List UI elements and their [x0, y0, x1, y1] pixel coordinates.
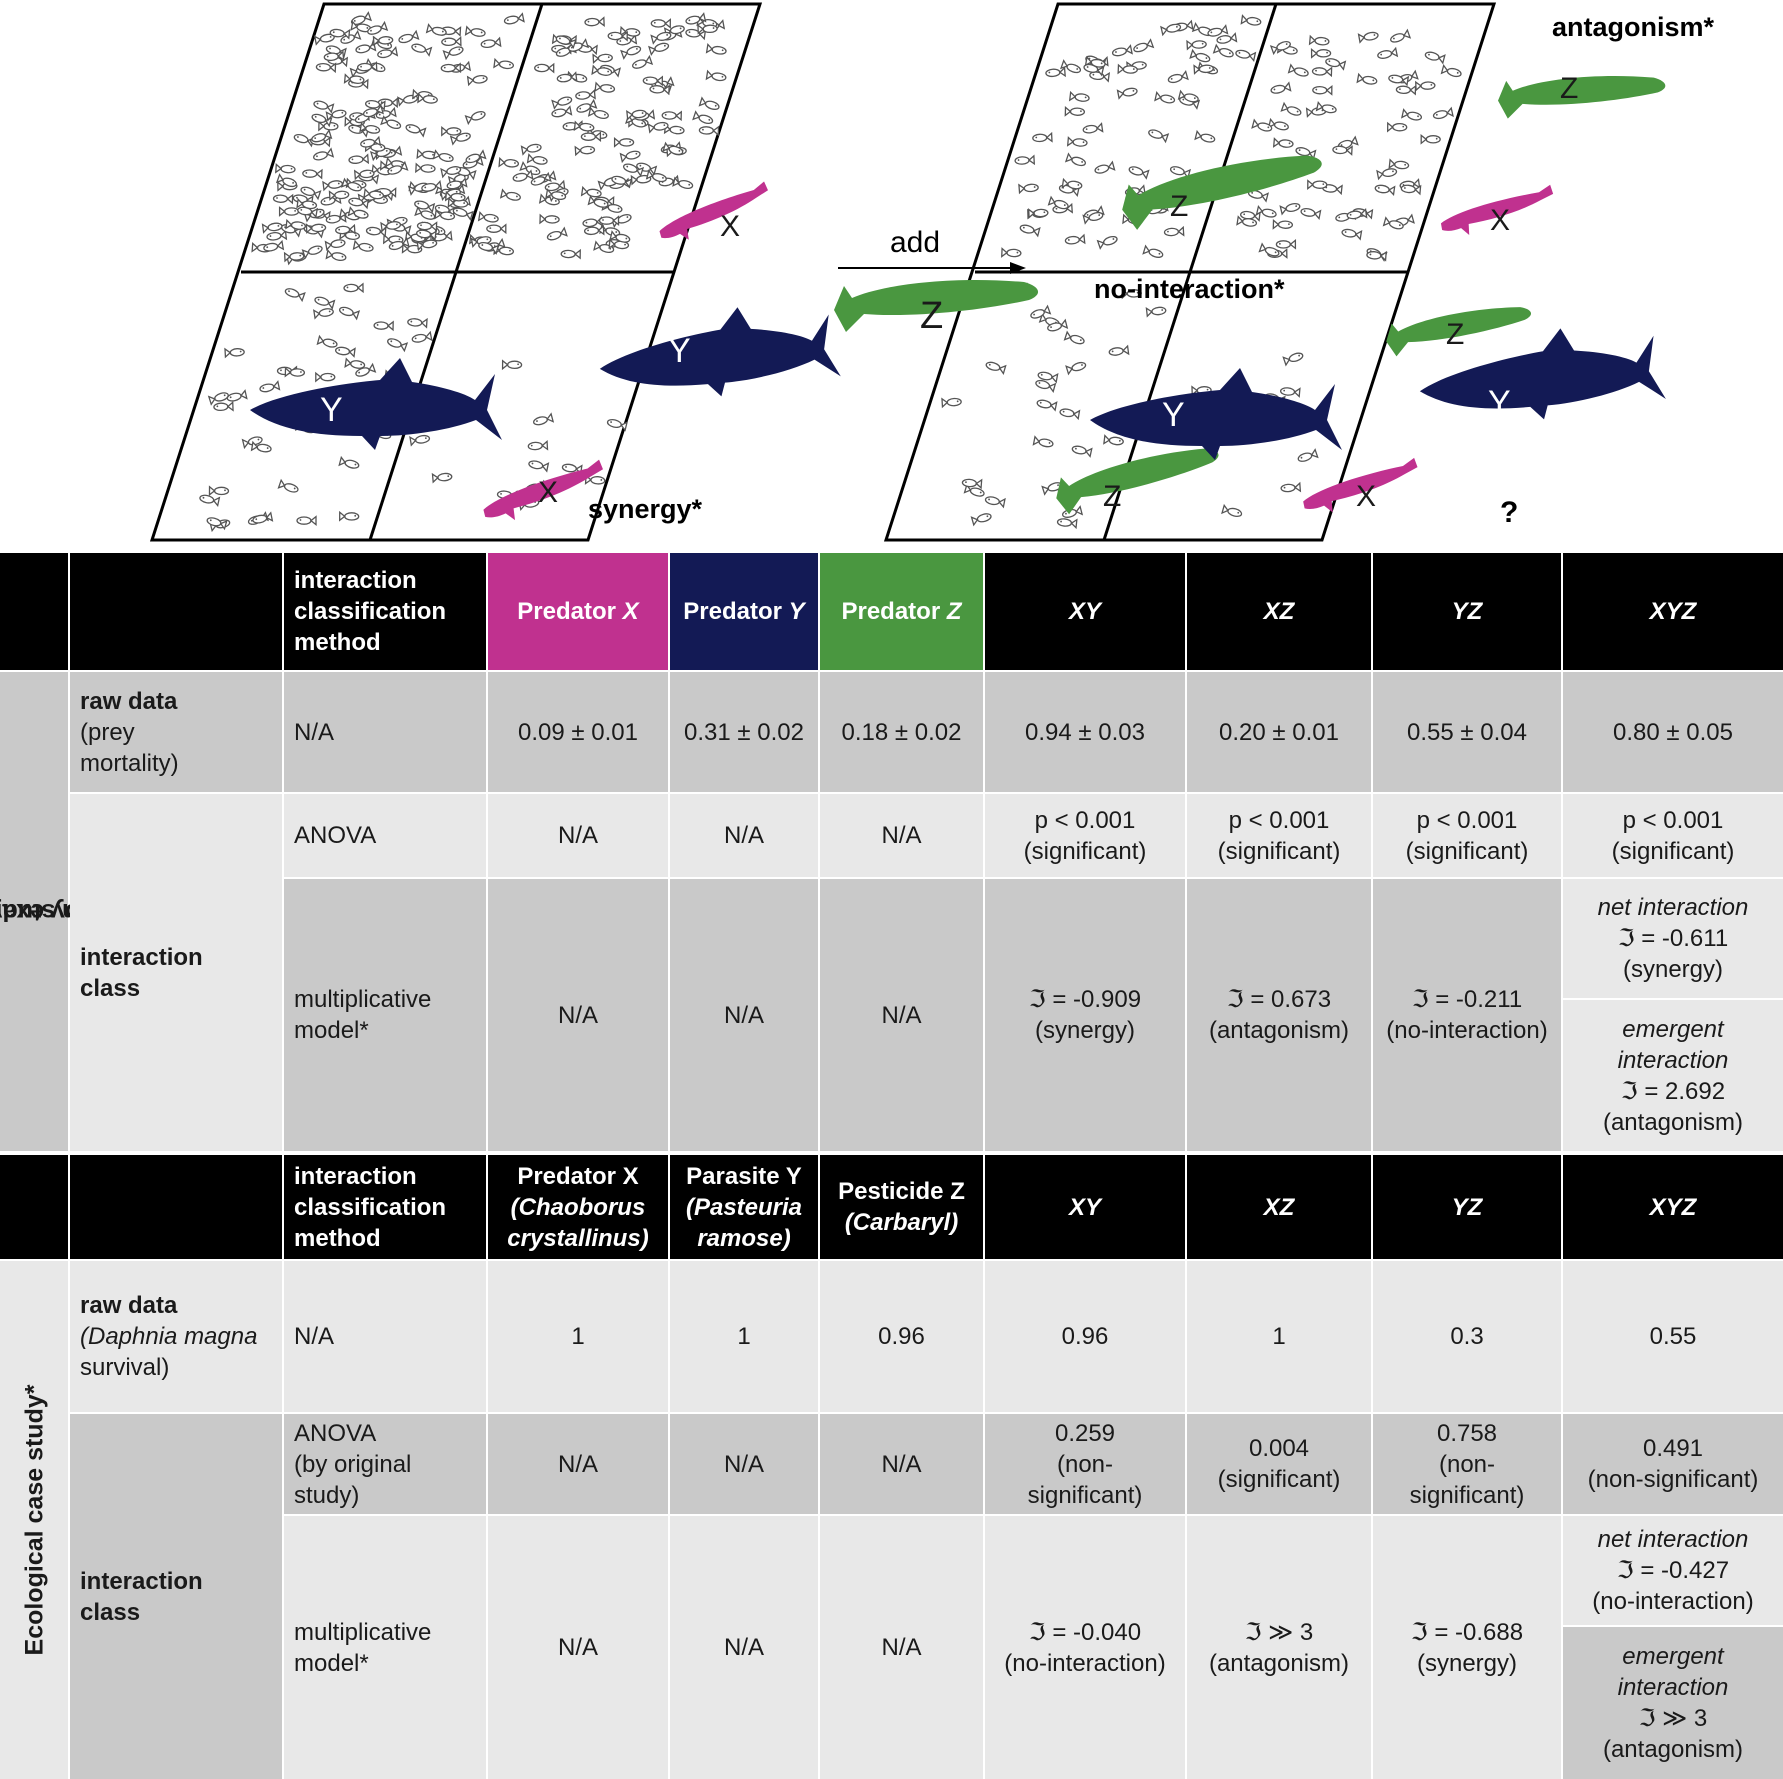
yz-header: YZ [1373, 553, 1561, 670]
xyz-header: XYZ [1563, 553, 1783, 670]
xyz-header: XYZ [1563, 1155, 1783, 1259]
yz-header: YZ [1373, 1155, 1561, 1259]
raw-value: 1 [670, 1261, 818, 1412]
raw-value: 0.55 [1563, 1261, 1783, 1412]
xy-header: XY [985, 553, 1185, 670]
pesticide-z-header: Pesticide Z (Carbaryl) [820, 1155, 983, 1259]
xz-header: XZ [1187, 1155, 1371, 1259]
anova-value: 0.491 (non-significant) [1563, 1414, 1783, 1514]
anova-value: 0.004 (significant) [1187, 1414, 1371, 1514]
method-header: interaction classification method [284, 1155, 486, 1259]
question-label: ? [1500, 496, 1518, 529]
net-interaction-cell: net interaction ℑ = -0.611 (synergy) [1563, 879, 1783, 998]
interaction-class-label: interaction class [70, 794, 282, 1151]
raw-data-label: raw data (Daphnia magna survival) [70, 1261, 282, 1412]
z-label: Z [1560, 72, 1578, 105]
raw-value: 1 [488, 1261, 668, 1412]
z-label: Z [1103, 480, 1121, 513]
z-label: Z [920, 295, 943, 337]
anova-na: N/A [670, 1414, 818, 1514]
predator-x-header: Predator X (Chaoborus crystallinus) [488, 1155, 668, 1259]
anova-na: N/A [488, 794, 668, 877]
predator-x-header: Predator X [488, 553, 668, 670]
x-label: X [1356, 480, 1376, 513]
mult-na: N/A [488, 1516, 668, 1779]
add-label: add [890, 226, 940, 259]
mult-value: ℑ = -0.688 (synergy) [1373, 1516, 1561, 1779]
predator-illustration: X X Y Y synergy* add Z Z Z Z Z X X Y Y a… [149, 2, 1715, 542]
anova-value: p < 0.001 (significant) [1373, 794, 1561, 877]
toy-side-label: Toy example ofan interaction study desig… [0, 672, 227, 1151]
predator-y-header: Predator Y [670, 553, 818, 670]
raw-value: 0.09 ± 0.01 [488, 672, 668, 792]
anova-value: p < 0.001 (significant) [1187, 794, 1371, 877]
parasite-y-header: Parasite Y (Pasteuria ramose) [670, 1155, 818, 1259]
anova-value: p < 0.001 (significant) [1563, 794, 1783, 877]
mult-value: ℑ ≫ 3 (antagonism) [1187, 1516, 1371, 1779]
raw-data-method: N/A [284, 1261, 486, 1412]
anova-na: N/A [670, 794, 818, 877]
xy-header: XY [985, 1155, 1185, 1259]
raw-value: 1 [1187, 1261, 1371, 1412]
mult-method: multiplicative model* [284, 1516, 486, 1779]
x-label: X [720, 210, 740, 243]
raw-value: 0.94 ± 0.03 [985, 672, 1185, 792]
raw-value: 0.80 ± 0.05 [1563, 672, 1783, 792]
mult-na: N/A [670, 1516, 818, 1779]
raw-value: 0.55 ± 0.04 [1373, 672, 1561, 792]
eco-side-label: Ecological case study* [0, 1261, 68, 1779]
mult-method: multiplicative model* [284, 879, 486, 1151]
predator-z-header: Predator Z [820, 553, 983, 670]
raw-value: 0.96 [985, 1261, 1185, 1412]
mult-na: N/A [820, 879, 983, 1151]
raw-data-method: N/A [284, 672, 486, 792]
anova-value: p < 0.001 (significant) [985, 794, 1185, 877]
xz-header: XZ [1187, 553, 1371, 670]
x-label: X [1490, 204, 1510, 237]
anova-na: N/A [820, 794, 983, 877]
anova-value: 0.259 (non-significant) [985, 1414, 1185, 1514]
anova-method: ANOVA (by original study) [284, 1414, 486, 1514]
raw-value: 0.31 ± 0.02 [670, 672, 818, 792]
raw-value: 0.18 ± 0.02 [820, 672, 983, 792]
z-label: Z [1170, 190, 1188, 223]
mult-value: ℑ = 0.673 (antagonism) [1187, 879, 1371, 1151]
nointeraction-label: no-interaction* [1094, 274, 1285, 304]
synergy-label: synergy* [588, 494, 703, 524]
y-label: Y [1162, 396, 1185, 434]
toy-example-table: interaction classification method Predator… [0, 553, 1783, 1151]
net-interaction-cell: net interaction ℑ = -0.427 (no-interaction… [1563, 1516, 1783, 1625]
raw-value: 0.3 [1373, 1261, 1561, 1412]
raw-value: 0.96 [820, 1261, 983, 1412]
emergent-interaction-cell: emergent interaction ℑ = 2.692 (antagonism) [1563, 1000, 1783, 1151]
mult-na: N/A [488, 879, 668, 1151]
anova-na: N/A [820, 1414, 983, 1514]
mult-na: N/A [670, 879, 818, 1151]
y-label: Y [1488, 384, 1511, 422]
x-label: X [538, 476, 558, 509]
raw-value: 0.20 ± 0.01 [1187, 672, 1371, 792]
mult-value: ℑ = -0.211 (no-interaction) [1373, 879, 1561, 1151]
antagonism-label: antagonism* [1552, 12, 1715, 42]
raw-data-label: raw data (prey mortality) [70, 672, 282, 792]
interaction-class-label: interaction class [70, 1414, 282, 1779]
anova-value: 0.758 (non-significant) [1373, 1414, 1561, 1514]
anova-na: N/A [488, 1414, 668, 1514]
ecological-case-table: interaction classification method Predator… [0, 1155, 1783, 1779]
z-label: Z [1446, 318, 1464, 351]
method-header: interaction classification method [284, 553, 486, 670]
y-label: Y [668, 332, 691, 370]
y-label: Y [320, 391, 343, 429]
anova-method: ANOVA [284, 794, 486, 877]
emergent-interaction-cell: emergent interaction ℑ ≫ 3 (antagonism) [1563, 1627, 1783, 1779]
mult-value: ℑ = -0.909 (synergy) [985, 879, 1185, 1151]
mult-na: N/A [820, 1516, 983, 1779]
mult-value: ℑ = -0.040 (no-interaction) [985, 1516, 1185, 1779]
